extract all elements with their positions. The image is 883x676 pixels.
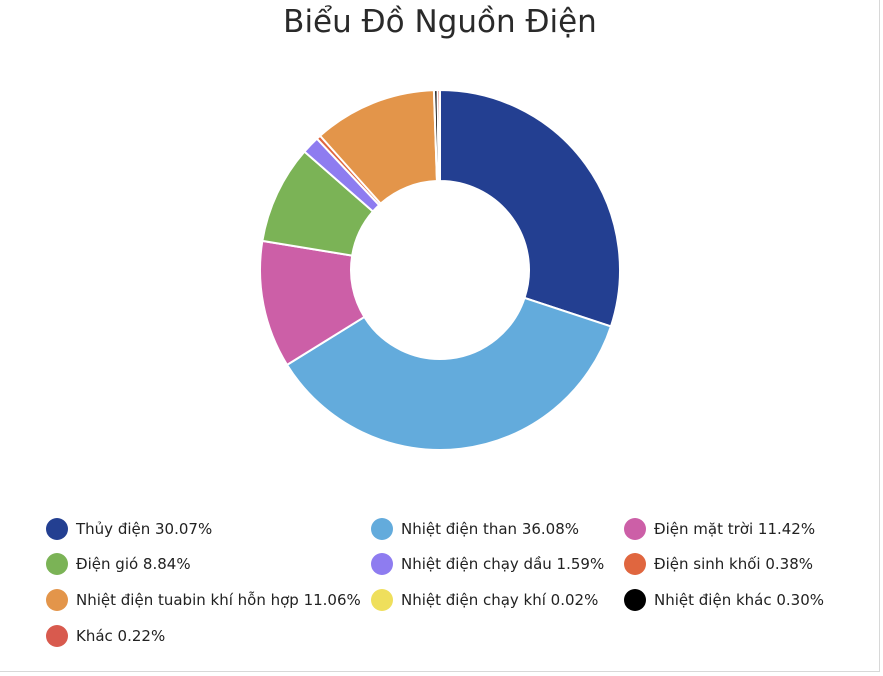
legend-item-dien-sinh-khoi[interactable]: Điện sinh khối 0.38% — [624, 553, 813, 575]
legend-label: Nhiệt điện chạy khí 0.02% — [401, 591, 599, 609]
legend-swatch — [46, 518, 68, 540]
chart-title: Biểu Đồ Nguồn Điện — [283, 4, 597, 40]
legend-label: Nhiệt điện chạy dầu 1.59% — [401, 555, 605, 573]
legend-item-dien-gio[interactable]: Điện gió 8.84% — [46, 553, 191, 575]
legend-swatch — [624, 553, 646, 575]
legend-label: Điện gió 8.84% — [76, 555, 191, 573]
legend-swatch — [624, 518, 646, 540]
legend-swatch — [46, 589, 68, 611]
legend-item-nhiet-dien-than[interactable]: Nhiệt điện than 36.08% — [371, 518, 579, 540]
legend-swatch — [624, 589, 646, 611]
legend-label: Nhiệt điện khác 0.30% — [654, 591, 825, 609]
legend-label: Khác 0.22% — [76, 627, 166, 645]
slice-khac[interactable] — [436, 88, 441, 183]
legend-label: Điện mặt trời 11.42% — [654, 520, 816, 538]
legend-swatch — [46, 553, 68, 575]
legend-swatch — [371, 589, 393, 611]
legend-item-nhiet-dien-khac[interactable]: Nhiệt điện khác 0.30% — [624, 589, 824, 611]
legend-label: Nhiệt điện than 36.08% — [401, 520, 580, 538]
slice-nhiet-dien-than[interactable] — [285, 296, 613, 451]
slice-thuy-dien[interactable] — [439, 88, 621, 328]
legend-label: Thủy điện 30.07% — [76, 520, 213, 538]
legend-item-nhiet-dien-chay-khi[interactable]: Nhiệt điện chạy khí 0.02% — [371, 589, 598, 611]
legend-swatch — [46, 625, 68, 647]
legend-swatch — [371, 518, 393, 540]
legend-item-dien-mat-troi[interactable]: Điện mặt trời 11.42% — [624, 518, 815, 540]
legend-label: Điện sinh khối 0.38% — [654, 555, 814, 573]
legend-item-nhiet-dien-chay-dau[interactable]: Nhiệt điện chạy dầu 1.59% — [371, 553, 604, 575]
legend-item-thuy-dien[interactable]: Thủy điện 30.07% — [46, 518, 212, 540]
legend-item-nhiet-dien-tuabin-khi-hon-hop[interactable]: Nhiệt điện tuabin khí hỗn hợp 11.06% — [46, 589, 361, 611]
legend-label: Nhiệt điện tuabin khí hỗn hợp 11.06% — [76, 591, 361, 609]
legend-item-khac[interactable]: Khác 0.22% — [46, 625, 165, 647]
legend-swatch — [371, 553, 393, 575]
